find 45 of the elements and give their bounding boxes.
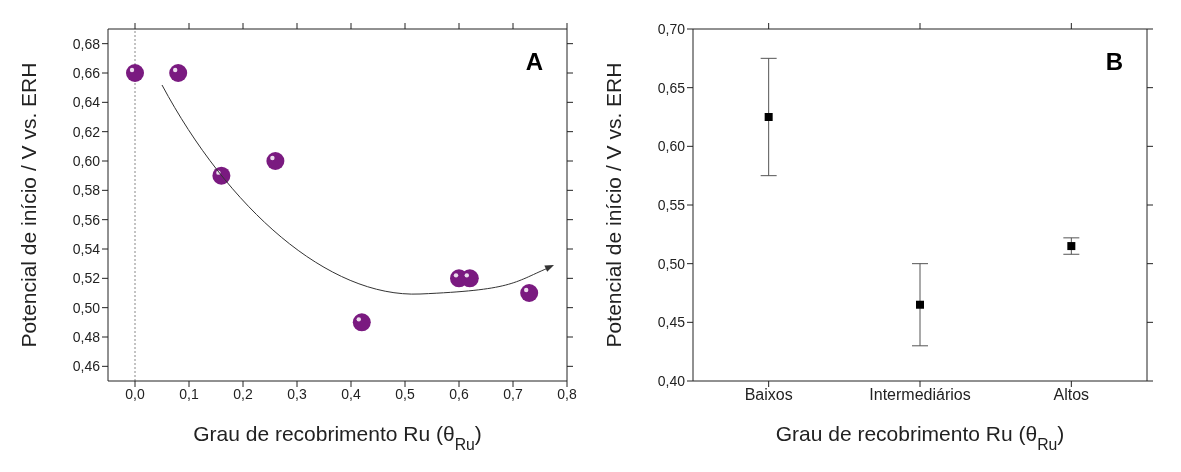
x-tick-label: 0,6 (449, 385, 469, 402)
point (169, 64, 188, 82)
y-tick-label: 0,40 (657, 372, 686, 389)
y-tick-label: 0,48 (72, 328, 101, 345)
y-tick-label: 0,55 (657, 196, 686, 213)
y-axis-title: Potencial de início / V vs. ERH (602, 62, 625, 348)
x-tick-label: Intermediários (869, 386, 971, 404)
point (126, 64, 144, 82)
y-tick-label: 0,56 (72, 211, 101, 228)
y-tick-label: 0,62 (72, 123, 101, 140)
x-tick-label: 0,5 (395, 385, 415, 402)
x-tick-label: 0,7 (503, 385, 523, 402)
y-tick-label: 0,64 (72, 94, 101, 111)
point (352, 313, 371, 332)
point (520, 284, 539, 302)
y-tick-label: 0,45 (657, 314, 686, 331)
y-tick-label: 0,68 (72, 35, 101, 52)
point (764, 113, 773, 121)
y-tick-label: 0,60 (657, 138, 686, 155)
y-tick-label: 0,54 (72, 240, 101, 257)
point (266, 152, 285, 170)
y-tick-label: 0,50 (72, 299, 101, 316)
x-tick-label: Altos (1053, 386, 1090, 404)
x-axis-title: Grau de recobrimento Ru (θ$_{Ru}$) (775, 422, 1065, 453)
x-tick-label: 0,4 (341, 385, 361, 402)
y-tick-label: 0,60 (72, 152, 101, 169)
x-tick-label: 0,1 (179, 385, 199, 402)
x-tick-label: Baixos (744, 386, 793, 404)
x-tick-label: 0,3 (287, 385, 307, 402)
x-tick-label: 0,2 (233, 385, 253, 402)
annotation: A (525, 48, 543, 76)
y-tick-label: 0,66 (72, 64, 101, 81)
y-tick-label: 0,58 (72, 182, 101, 199)
point (1067, 242, 1076, 251)
y-tick-label: 0,70 (657, 20, 686, 37)
y-tick-label: 0,65 (657, 79, 686, 96)
y-tick-label: 0,46 (72, 358, 101, 375)
x-tick-label: 0,8 (557, 385, 577, 402)
x-tick-label: 0,0 (125, 385, 145, 402)
y-axis-title: Potencial de início / V vs. ERH (17, 62, 40, 348)
point (916, 300, 924, 309)
y-tick-label: 0,52 (72, 270, 101, 287)
annotation: B (1105, 48, 1123, 76)
x-axis-title: Grau de recobrimento Ru (θ$_{Ru}$) (193, 422, 482, 453)
y-tick-label: 0,50 (657, 255, 686, 272)
